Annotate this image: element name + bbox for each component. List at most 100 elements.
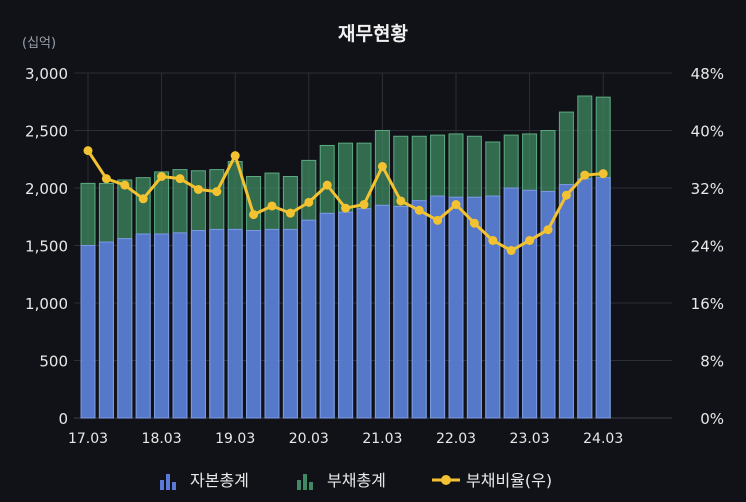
left-y-tick-label: 3,000	[25, 65, 68, 83]
equity-bar	[301, 219, 317, 419]
equity-bar	[595, 177, 611, 419]
debt-ratio-point	[359, 200, 369, 210]
equity-bar	[246, 230, 262, 419]
debt-ratio-point	[101, 174, 111, 184]
right-y-tick-label: 40%	[691, 123, 724, 141]
debt-ratio-point	[304, 197, 314, 207]
legend-label: 부채비율(우)	[466, 471, 552, 490]
x-tick-label: 24.03	[583, 431, 623, 447]
equity-bar	[503, 187, 519, 419]
x-tick-label: 23.03	[510, 431, 550, 447]
debt-ratio-point	[488, 235, 498, 245]
debt-ratio-point	[561, 190, 571, 200]
debt-ratio-point	[451, 200, 461, 210]
equity-bar	[558, 184, 574, 419]
debt-ratio-point	[341, 203, 351, 213]
debt-ratio-point	[322, 180, 332, 190]
legend-item-debt[interactable]: 부채총계	[297, 471, 386, 490]
equity-bar	[393, 205, 409, 419]
left-y-tick-label: 0	[58, 410, 68, 428]
bar-chart-icon	[160, 480, 164, 490]
debt-ratio-point	[157, 172, 167, 181]
bar-chart-icon	[303, 474, 307, 490]
left-y-tick-label: 2,000	[25, 180, 68, 198]
x-tick-label: 18.03	[142, 431, 182, 447]
equity-bar	[448, 196, 464, 419]
equity-bar	[356, 208, 372, 419]
right-y-tick-label: 32%	[691, 180, 724, 198]
debt-ratio-point	[580, 170, 590, 180]
x-tick-label: 21.03	[362, 431, 402, 447]
legend-item-equity[interactable]: 자본총계	[160, 471, 249, 490]
debt-ratio-point	[212, 187, 222, 197]
legend-label: 부채총계	[327, 471, 386, 490]
bar-chart-icon	[309, 482, 313, 490]
debt-ratio-point	[249, 210, 259, 220]
equity-bar	[430, 195, 446, 419]
equity-bar	[227, 228, 243, 419]
right-y-tick-label: 0%	[700, 410, 724, 428]
debt-ratio-point	[120, 180, 130, 190]
equity-bar	[172, 232, 188, 419]
equity-bar	[209, 228, 225, 419]
equity-bar	[540, 190, 556, 419]
equity-bar	[411, 200, 427, 419]
debt-ratio-point	[230, 151, 240, 161]
right-y-tick-label: 24%	[691, 238, 724, 256]
legend-item-debt-ratio[interactable]: 부채비율(우)	[432, 471, 552, 490]
equity-bar	[577, 178, 593, 419]
equity-bar	[485, 195, 501, 419]
left-y-tick-label: 2,500	[25, 123, 68, 141]
right-y-axis-labels: 0% 8% 16% 24% 32% 40% 48%	[691, 65, 724, 428]
debt-ratio-point	[433, 215, 443, 225]
debt-ratio-point	[377, 161, 387, 171]
equity-bar	[338, 211, 354, 419]
equity-bar	[264, 228, 280, 419]
debt-ratio-point	[525, 235, 535, 245]
debt-ratio-point	[175, 174, 185, 184]
equity-bar	[522, 189, 538, 419]
x-axis-labels: 17.03 18.03 19.03 20.03 21.03 22.03 23.03 24.03	[68, 431, 623, 447]
debt-ratio-point	[543, 225, 553, 235]
debt-ratio-point	[414, 205, 424, 215]
debt-ratio-point	[598, 169, 608, 179]
equity-bar	[135, 233, 151, 419]
bar-chart-icon	[297, 480, 301, 490]
left-y-tick-label: 1,000	[25, 295, 68, 313]
left-y-tick-label: 500	[39, 353, 68, 371]
debt-ratio-point	[193, 184, 203, 194]
right-y-tick-label: 8%	[700, 353, 724, 371]
debt-ratio-point	[506, 246, 516, 256]
equity-bar	[190, 230, 206, 419]
legend: 자본총계 부채총계 부채비율(우)	[160, 471, 552, 490]
line-series	[83, 146, 608, 256]
equity-bar	[319, 212, 335, 419]
legend-label: 자본총계	[190, 471, 249, 490]
right-y-tick-label: 16%	[691, 295, 724, 313]
line-marker-dot	[441, 475, 451, 485]
equity-bar	[466, 196, 482, 419]
equity-bar	[117, 238, 133, 419]
debt-ratio-point	[285, 208, 295, 218]
x-tick-label: 20.03	[289, 431, 329, 447]
debt-ratio-point	[83, 146, 93, 156]
debt-ratio-point	[138, 194, 148, 204]
equity-bar	[374, 204, 390, 419]
chart-title: 재무현황	[338, 22, 408, 45]
y-axis-unit: (십억)	[22, 36, 56, 51]
x-tick-label: 17.03	[68, 431, 108, 447]
debt-ratio-point	[267, 201, 277, 211]
bar-chart-icon	[172, 482, 176, 490]
right-y-tick-label: 48%	[691, 65, 724, 83]
equity-bar	[282, 228, 298, 419]
equity-bar	[154, 233, 170, 419]
equity-bar	[98, 241, 114, 419]
x-tick-label: 22.03	[436, 431, 476, 447]
debt-ratio-point	[396, 196, 406, 206]
debt-ratio-point	[469, 218, 479, 228]
x-tick-label: 19.03	[215, 431, 255, 447]
bar-chart-icon	[166, 474, 170, 490]
left-y-tick-label: 1,500	[25, 238, 68, 256]
left-y-axis-labels: 0 500 1,000 1,500 2,000 2,500 3,000	[25, 65, 68, 428]
